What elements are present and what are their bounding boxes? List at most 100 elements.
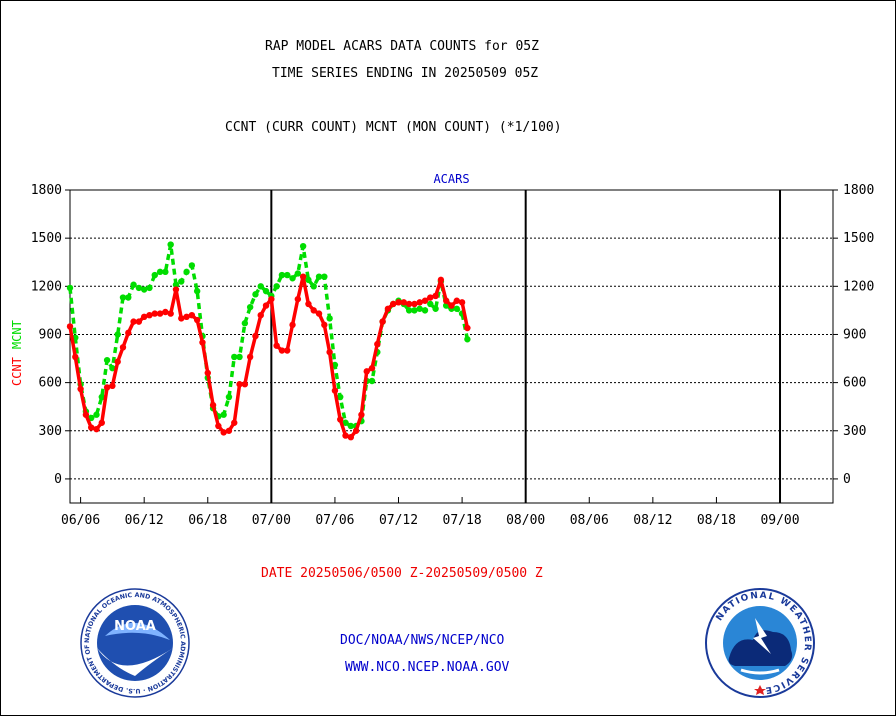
series-legend-text: CCNT (CURR COUNT) MCNT (MON COUNT) (*1/1…	[225, 120, 562, 135]
data-point-mcnt	[294, 270, 302, 277]
data-point-ccnt	[93, 425, 100, 433]
y-tick-label-right: 900	[843, 327, 866, 342]
data-point-ccnt	[130, 318, 137, 325]
data-point-ccnt	[443, 297, 450, 304]
x-tick-label: 06/06	[61, 513, 100, 528]
data-point-mcnt	[262, 287, 270, 295]
data-point-mcnt	[273, 283, 280, 290]
data-point-mcnt	[368, 377, 376, 385]
data-point-mcnt	[284, 271, 291, 279]
data-point-ccnt	[427, 294, 434, 301]
data-point-ccnt	[209, 401, 217, 409]
data-point-mcnt	[326, 315, 333, 322]
x-tick-label: 08/12	[633, 513, 672, 528]
data-point-ccnt	[278, 347, 286, 354]
data-point-mcnt	[114, 331, 121, 338]
data-point-ccnt	[464, 324, 471, 332]
data-point-mcnt	[411, 307, 418, 314]
x-tick-label: 07/06	[315, 513, 354, 528]
data-point-ccnt	[87, 424, 95, 431]
plot-frame	[69, 189, 834, 504]
data-point-ccnt	[220, 429, 227, 436]
y-tick-label-left: 600	[39, 376, 62, 391]
data-point-mcnt	[103, 356, 111, 364]
data-point-ccnt	[315, 310, 323, 317]
data-point-ccnt	[411, 300, 418, 308]
data-point-ccnt	[289, 321, 296, 329]
data-point-ccnt	[294, 295, 302, 303]
data-point-mcnt	[453, 305, 460, 312]
data-point-mcnt	[167, 241, 174, 248]
data-point-ccnt	[347, 433, 355, 441]
data-point-mcnt	[252, 291, 259, 298]
data-point-ccnt	[156, 310, 164, 317]
data-point-ccnt	[162, 308, 169, 316]
data-point-mcnt	[156, 268, 164, 276]
y-tick-label-right: 1200	[843, 279, 874, 294]
data-point-ccnt	[178, 315, 185, 322]
data-point-mcnt	[310, 283, 317, 290]
data-point-ccnt	[140, 313, 148, 321]
data-point-ccnt	[193, 316, 201, 324]
y-tick-label-right: 600	[843, 376, 866, 391]
y-tick-label-right: 0	[843, 472, 851, 487]
data-point-ccnt	[331, 387, 339, 394]
data-point-ccnt	[395, 299, 402, 306]
data-point-ccnt	[72, 353, 79, 361]
data-point-ccnt	[437, 276, 445, 284]
x-tick-label: 08/18	[697, 513, 736, 528]
data-point-ccnt	[241, 381, 249, 388]
y-tick-label-left: 900	[39, 327, 62, 342]
data-point-mcnt	[146, 284, 153, 292]
x-tick-label: 07/00	[252, 513, 291, 528]
y-tick-label-left: 0	[54, 472, 62, 487]
data-point-ccnt	[82, 411, 90, 418]
data-point-ccnt	[453, 297, 460, 304]
data-point-mcnt	[464, 336, 471, 343]
data-point-mcnt	[225, 393, 233, 401]
data-point-mcnt	[289, 275, 296, 282]
data-point-ccnt	[225, 427, 233, 434]
data-point-ccnt	[374, 340, 381, 348]
data-point-mcnt	[416, 305, 423, 312]
data-point-mcnt	[162, 268, 169, 276]
data-point-mcnt	[109, 364, 116, 372]
url-line: WWW.NCO.NCEP.NOAA.GOV	[345, 660, 510, 675]
data-point-ccnt	[400, 299, 408, 306]
chart-title: ACARS	[433, 172, 469, 186]
data-point-mcnt	[432, 305, 439, 312]
data-point-ccnt	[167, 310, 174, 317]
data-point-ccnt	[363, 368, 370, 375]
data-point-ccnt	[125, 329, 132, 337]
data-point-mcnt	[125, 294, 132, 301]
noaa-logo-text: NOAA	[114, 619, 156, 634]
data-point-ccnt	[236, 381, 243, 388]
data-point-mcnt	[188, 262, 196, 269]
data-point-ccnt	[114, 358, 121, 365]
data-point-ccnt	[368, 364, 376, 372]
data-point-mcnt	[93, 411, 100, 418]
data-point-ccnt	[352, 427, 360, 434]
y-tick-label-right: 300	[843, 424, 866, 439]
data-point-ccnt	[342, 432, 349, 439]
org-line: DOC/NOAA/NWS/NCEP/NCO	[340, 633, 505, 648]
data-point-mcnt	[315, 273, 323, 280]
data-point-mcnt	[299, 242, 307, 250]
nws-logo: NATIONAL WEATHER SERVICE	[705, 588, 815, 698]
data-point-ccnt	[172, 286, 180, 293]
data-point-ccnt	[421, 297, 429, 304]
y-tick-label-left: 300	[39, 424, 62, 439]
y-axis-label-mcnt: MCNT	[10, 320, 24, 349]
data-point-ccnt	[135, 318, 143, 325]
data-point-mcnt	[347, 422, 355, 430]
data-point-ccnt	[432, 292, 439, 300]
data-point-ccnt	[103, 384, 111, 391]
y-tick-label-right: 1800	[843, 183, 874, 198]
data-point-ccnt	[151, 310, 158, 317]
x-tick-label: 09/00	[760, 513, 799, 528]
data-point-ccnt	[448, 302, 455, 309]
data-point-mcnt	[119, 294, 127, 301]
data-point-ccnt	[321, 321, 328, 329]
data-point-mcnt	[427, 300, 434, 308]
data-point-ccnt	[405, 300, 413, 308]
